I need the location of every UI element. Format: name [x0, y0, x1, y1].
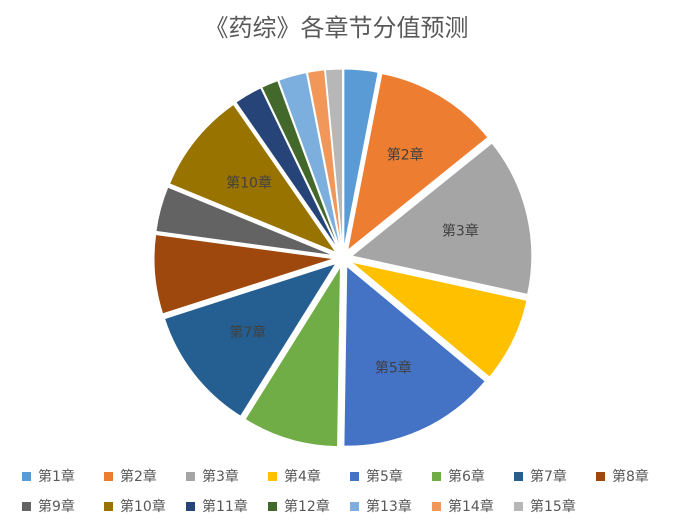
legend-item-5: 第5章	[350, 461, 432, 491]
legend-item-7: 第7章	[514, 461, 596, 491]
legend-label: 第11章	[202, 499, 248, 515]
legend-swatch	[268, 501, 277, 511]
data-label-7: 第7章	[229, 324, 266, 341]
legend-item-3: 第3章	[186, 461, 268, 491]
legend-swatch	[22, 501, 31, 511]
legend-swatch	[350, 501, 359, 511]
legend-label: 第2章	[120, 469, 157, 485]
legend-item-12: 第12章	[268, 491, 350, 521]
legend-item-1: 第1章	[22, 461, 104, 491]
legend-label: 第4章	[284, 469, 321, 485]
pie-slice-14	[306, 69, 343, 250]
pie-slice-10	[168, 103, 338, 254]
data-label-2: 第2章	[387, 147, 424, 164]
legend-swatch	[104, 501, 113, 511]
legend-swatch	[432, 471, 441, 481]
legend-label: 第1章	[38, 469, 75, 485]
legend-item-9: 第9章	[22, 491, 104, 521]
pie-slice-5	[343, 265, 486, 447]
pie-slice-13	[278, 72, 342, 250]
legend-label: 第10章	[120, 499, 166, 515]
legend-swatch	[186, 501, 195, 511]
legend-item-15: 第15章	[514, 491, 596, 521]
legend-swatch	[22, 471, 31, 481]
data-label-5: 第5章	[375, 360, 412, 377]
legend-label: 第5章	[366, 469, 403, 485]
legend-item-8: 第8章	[596, 461, 673, 491]
legend-item-11: 第11章	[186, 491, 268, 521]
legend-item-4: 第4章	[268, 461, 350, 491]
pie-slice-15	[324, 68, 344, 250]
legend-item-6: 第6章	[432, 461, 514, 491]
legend-item-2: 第2章	[104, 461, 186, 491]
pie-slice-3	[350, 142, 533, 295]
legend-swatch	[186, 471, 195, 481]
pie-slice-1	[343, 68, 379, 250]
pie-slice-6	[244, 264, 341, 448]
legend-item-13: 第13章	[350, 491, 432, 521]
legend-label: 第13章	[366, 499, 412, 515]
chart-title: 《药综》各章节分值预测	[204, 14, 469, 42]
legend-label: 第14章	[448, 499, 494, 515]
legend-swatch	[104, 471, 113, 481]
legend-label: 第6章	[448, 469, 485, 485]
legend-label: 第9章	[38, 499, 75, 515]
legend-swatch	[514, 471, 523, 481]
pie-slice-11	[235, 87, 339, 251]
legend-label: 第15章	[530, 499, 576, 515]
pie-slice-4	[350, 261, 528, 378]
legend-swatch	[350, 471, 359, 481]
legend-swatch	[432, 501, 441, 511]
pie-slice-12	[261, 80, 340, 250]
legend-label: 第12章	[284, 499, 330, 515]
pie-slice-2	[346, 72, 489, 252]
legend-item-10: 第10章	[104, 491, 186, 521]
legend-label: 第7章	[530, 469, 567, 485]
data-label-10: 第10章	[226, 174, 272, 191]
data-label-3: 第3章	[442, 222, 479, 239]
legend-swatch	[268, 471, 277, 481]
legend: 第1章 第2章 第3章 第4章 第5章 第6章 第7章 第8章第9章 第10章 第11章 第12章 第…	[22, 461, 673, 521]
legend-swatch	[596, 471, 605, 481]
legend-item-14: 第14章	[432, 491, 514, 521]
pie-slice-9	[155, 186, 335, 257]
pie-slice-8	[153, 233, 335, 315]
legend-label: 第3章	[202, 469, 239, 485]
pie-slice-7	[163, 262, 338, 417]
legend-label: 第8章	[612, 469, 649, 485]
legend-swatch	[514, 501, 523, 511]
